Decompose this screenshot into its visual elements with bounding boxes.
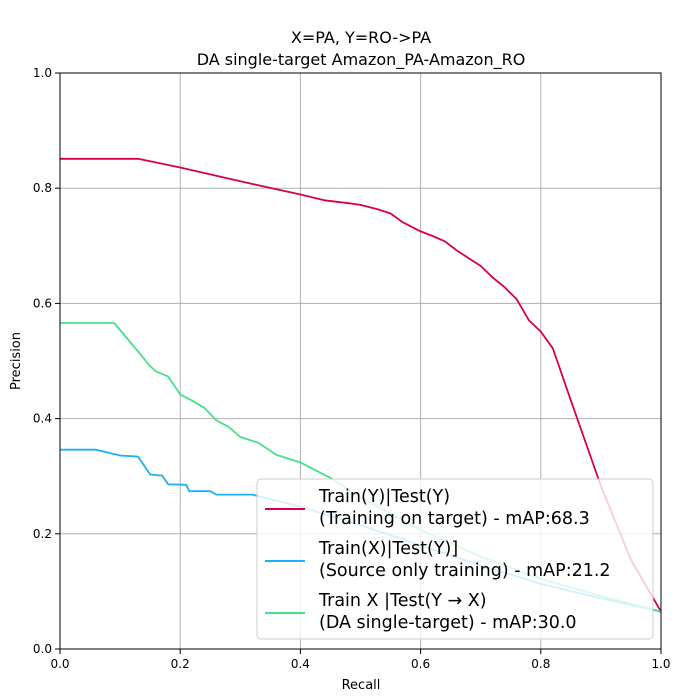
y-axis-label: Precision [9,332,24,390]
y-tick-label: 0.8 [33,181,52,195]
legend-label-line: (DA single-target) - mAP:30.0 [319,613,577,633]
series-line-1 [60,157,662,613]
x-axis-label: Recall [342,678,381,693]
y-tick-label: 0.0 [33,642,52,656]
x-tick-label: 0.4 [291,657,310,671]
x-tick-label: 1.0 [651,657,670,671]
legend-label-line: (Source only training) - mAP:21.2 [319,561,611,581]
ticks: 0.0 0.2 0.4 0.6 0.8 1.0 0.0 0.2 0.4 0.6 0.8 1.0 [33,66,671,671]
x-tick-label: 0.6 [411,657,430,671]
legend-label-1: Train(Y)|Test(Y) (Training on target) - m… [318,487,590,529]
chart-title-line-2: DA single-target Amazon_PA-Amazon_RO [197,50,526,70]
axes-frame [59,72,662,650]
chart-title-line-1: X=PA, Y=RO->PA [291,28,431,47]
x-tick-label: 0.2 [171,657,190,671]
legend: Train(Y)|Test(Y) (Training on target) - m… [256,478,654,640]
y-tick-label: 0.4 [33,412,52,426]
legend-label-line: Train X |Test(Y → X) [318,591,487,611]
grid [59,72,662,650]
y-tick-label: 1.0 [33,66,52,80]
legend-label-line: Train(Y)|Test(Y) [318,487,450,507]
legend-box [256,478,654,640]
legend-label-3: Train X |Test(Y → X) (DA single-target) -… [318,591,577,633]
legend-label-line: (Training on target) - mAP:68.3 [319,509,590,529]
x-tick-label: 0.8 [531,657,550,671]
y-tick-label: 0.2 [33,527,52,541]
legend-label-line: Train(X)|Test(Y)] [318,539,458,559]
legend-label-2: Train(X)|Test(Y)] (Source only training) … [318,539,611,581]
y-tick-label: 0.6 [33,296,52,310]
x-tick-label: 0.0 [50,657,69,671]
